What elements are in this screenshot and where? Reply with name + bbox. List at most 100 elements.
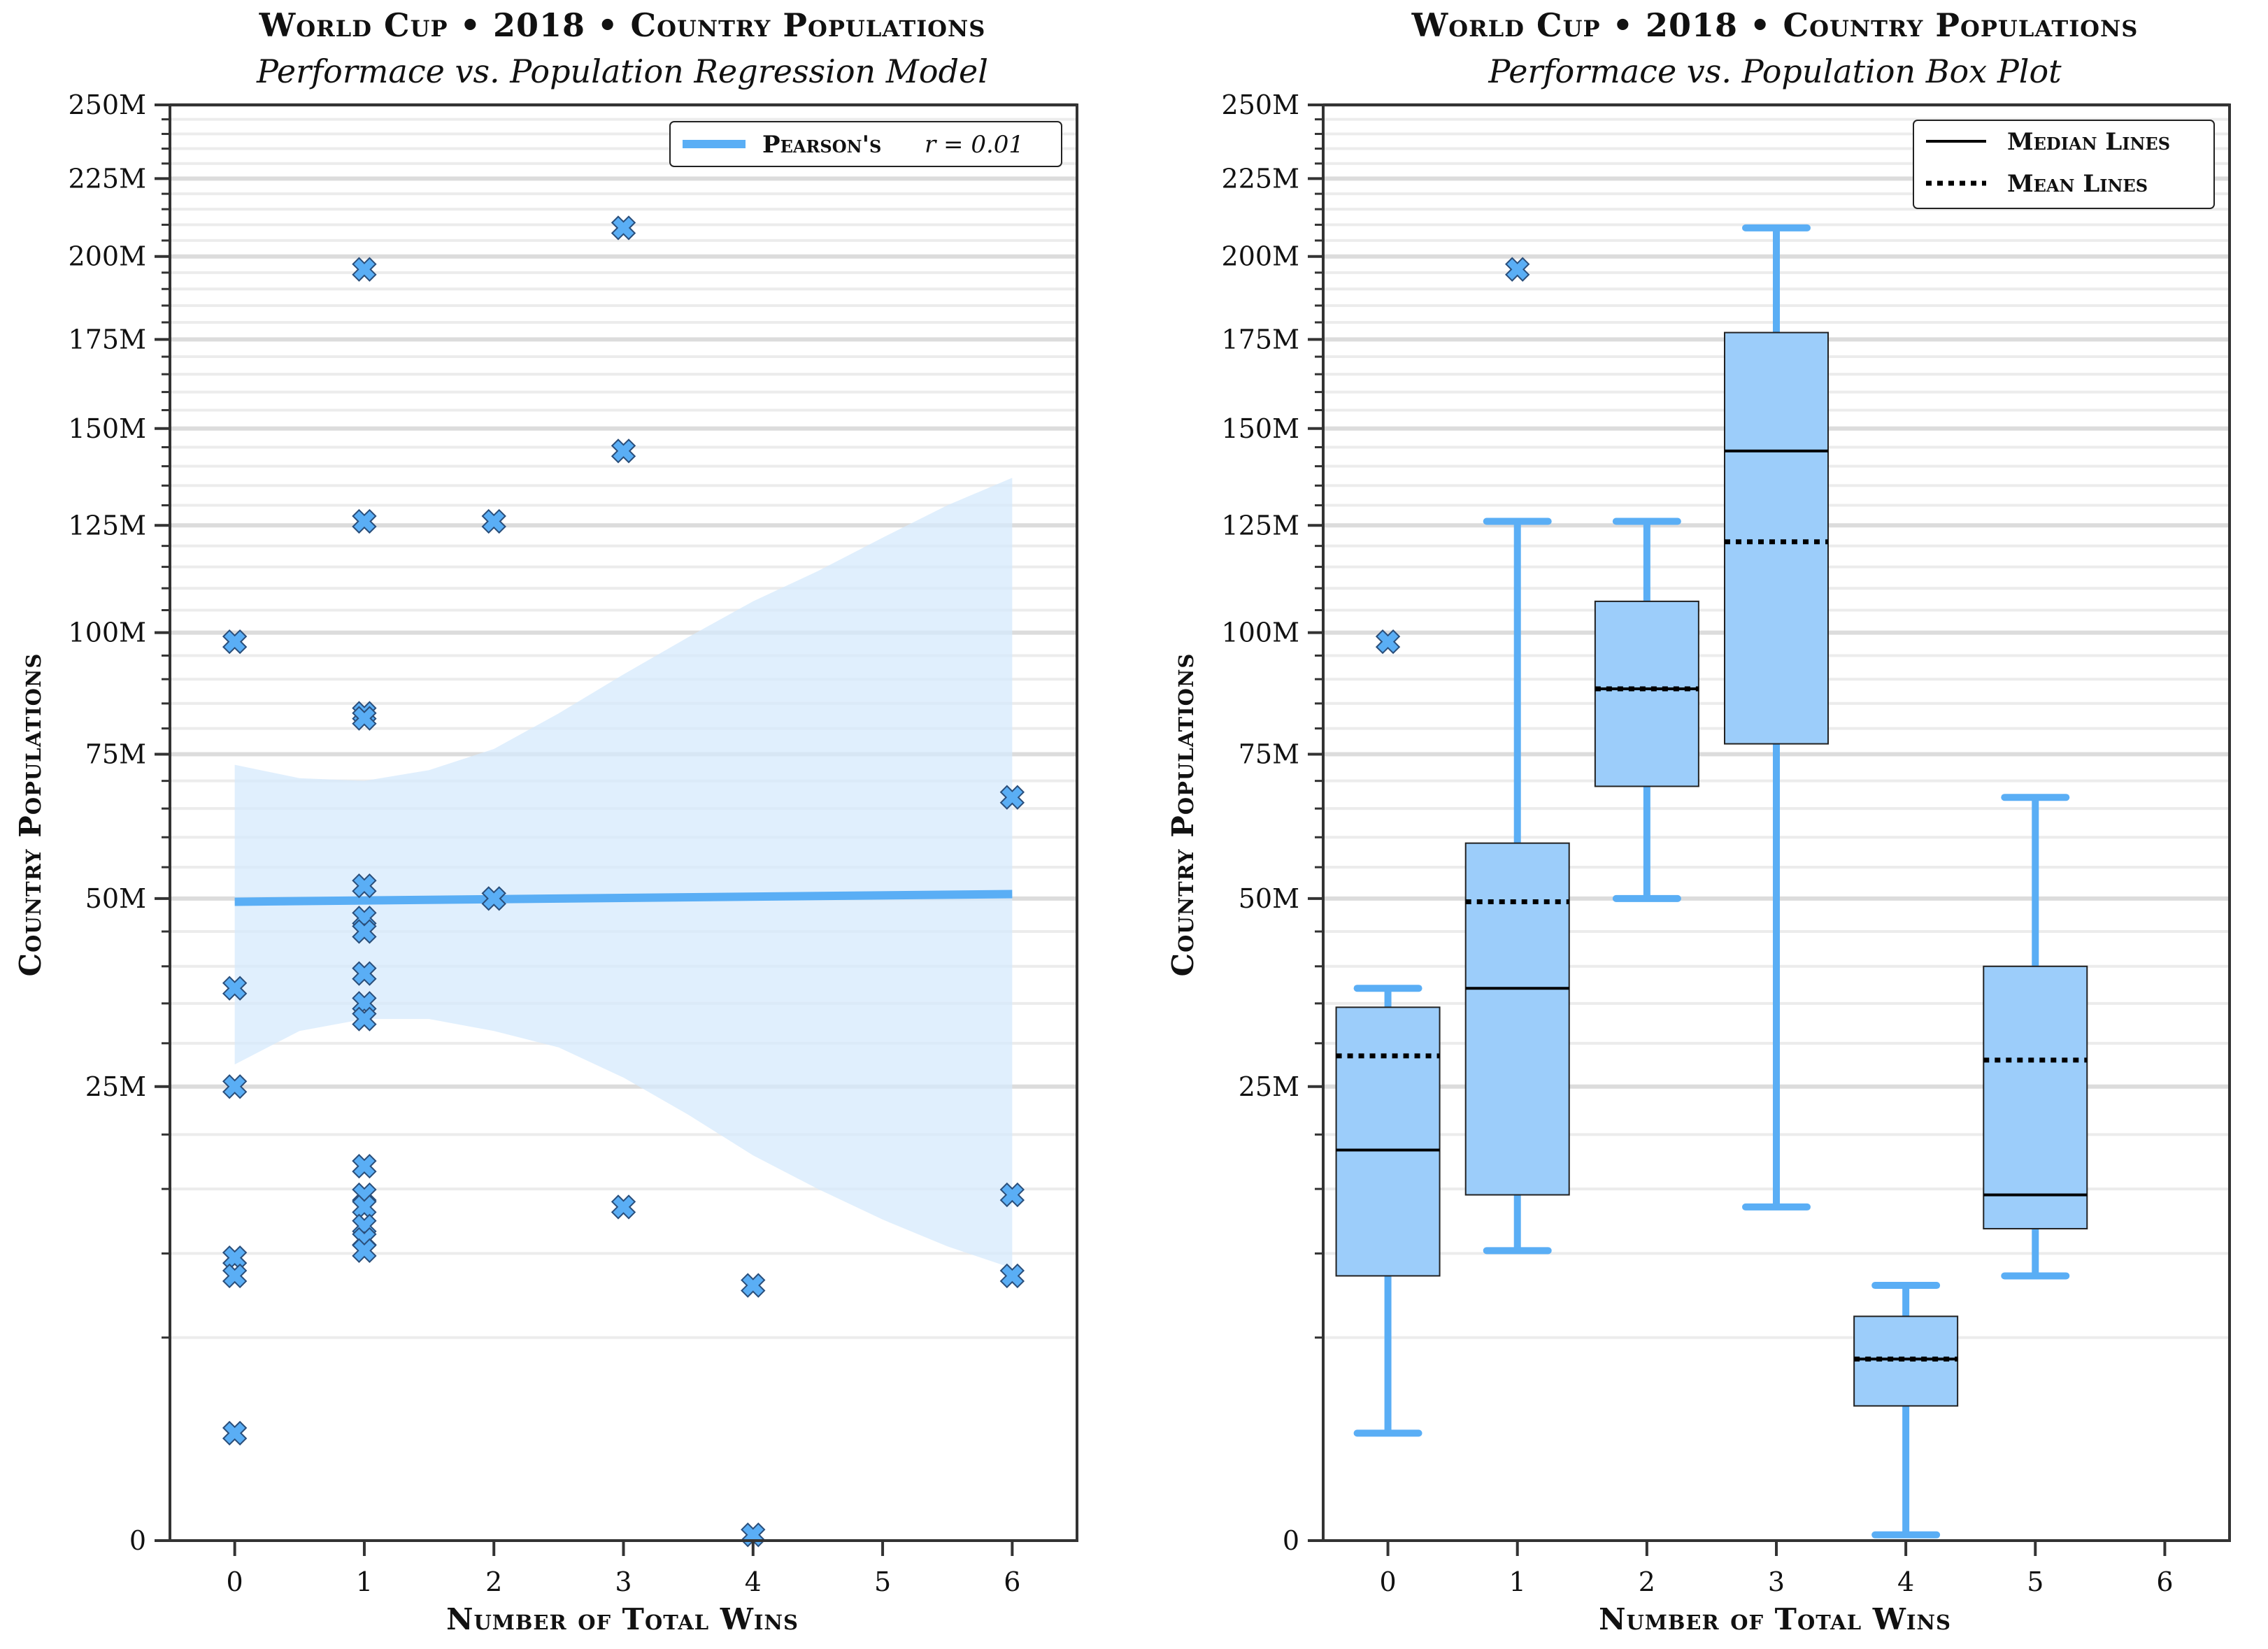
- x-tick-label: 3: [1768, 1566, 1785, 1597]
- box-group-0: [1335, 629, 1441, 1437]
- y-tick-label: 50M: [85, 883, 146, 914]
- scatter-point: [611, 215, 636, 241]
- x-tick-label: 2: [1639, 1566, 1655, 1597]
- scatter-point: [352, 1194, 377, 1220]
- scatter-point: [352, 1153, 377, 1179]
- scatter-point: [999, 1182, 1025, 1208]
- y-tick-label: 225M: [69, 163, 146, 194]
- scatter-point: [222, 1420, 248, 1446]
- scatter-point: [352, 919, 377, 944]
- y-tick-label: 50M: [1239, 883, 1299, 914]
- x-tick-label: 4: [745, 1566, 762, 1597]
- y-tick-label: 225M: [1222, 163, 1299, 194]
- scatter-point: [222, 629, 248, 655]
- box-iqr: [1464, 842, 1570, 1196]
- right-legend: Median Lines Mean Lines: [1913, 120, 2215, 209]
- y-tick-label: 25M: [85, 1071, 146, 1102]
- y-tick-label: 25M: [1239, 1071, 1299, 1102]
- scatter-point: [352, 257, 377, 282]
- x-tick-label: 0: [227, 1566, 243, 1597]
- median-legend-label: Median Lines: [2007, 128, 2170, 156]
- x-tick-label: 5: [2027, 1566, 2044, 1597]
- scatter-point: [352, 1238, 377, 1263]
- y-tick-label: 125M: [1222, 510, 1299, 541]
- outlier-point: [1505, 257, 1530, 282]
- y-tick-label: 100M: [69, 618, 146, 648]
- scatter-point: [611, 438, 636, 464]
- regression-line: [234, 890, 1013, 906]
- scatter-point: [352, 961, 377, 986]
- left-confidence-band: [234, 478, 1013, 1269]
- x-tick-label: 2: [485, 1566, 502, 1597]
- x-tick-label: 5: [874, 1566, 891, 1597]
- right-legend-box: [1913, 120, 2215, 209]
- outlier-point: [1375, 629, 1401, 655]
- y-tick-label: 0: [129, 1525, 146, 1556]
- box-group-2: [1594, 517, 1699, 902]
- boxplot-panel: World Cup • 2018 • Country Populations P…: [1166, 6, 2231, 1636]
- y-tick-label: 125M: [69, 510, 146, 541]
- x-tick-label: 1: [1509, 1566, 1526, 1597]
- y-tick-label: 175M: [1222, 324, 1299, 355]
- scatter-point: [481, 508, 506, 534]
- left-chart-subtitle: Performace vs. Population Regression Mod…: [256, 52, 988, 90]
- scatter-point: [222, 1263, 248, 1289]
- regression-panel: World Cup • 2018 • Country Populations P…: [13, 6, 1078, 1636]
- y-tick-label: 150M: [69, 413, 146, 444]
- left-legend-label: Pearson's: [762, 131, 881, 159]
- y-tick-label: 75M: [85, 739, 146, 770]
- scatter-point: [352, 1006, 377, 1031]
- scatter-point: [999, 1263, 1025, 1289]
- confidence-band: [234, 478, 1013, 1269]
- left-legend-stat: r = 0.01: [925, 131, 1024, 159]
- right-chart-subtitle: Performace vs. Population Box Plot: [1488, 52, 2062, 90]
- y-tick-label: 0: [1283, 1525, 1299, 1556]
- y-tick-label: 100M: [1222, 618, 1299, 648]
- left-chart-title: World Cup • 2018 • Country Populations: [259, 6, 986, 44]
- scatter-point: [741, 1273, 766, 1298]
- box-iqr: [1724, 331, 1829, 745]
- right-y-axis-label: Country Populations: [1166, 653, 1200, 977]
- x-tick-label: 6: [1004, 1566, 1020, 1597]
- left-ticks: 0 25M 50M 75M 100M 125M 150M 175M 200M 225M 250M 0 1…: [69, 90, 1021, 1597]
- box-group-4: [1853, 1282, 1959, 1539]
- right-data-marks: [1335, 224, 2088, 1539]
- y-tick-label: 200M: [1222, 241, 1299, 272]
- x-tick-label: 6: [2156, 1566, 2173, 1597]
- left-legend: Pearson's r = 0.01: [669, 121, 1062, 167]
- scatter-point: [999, 785, 1025, 810]
- right-x-axis-label: Number of Total Wins: [1599, 1602, 1951, 1636]
- left-y-axis-label: Country Populations: [13, 653, 48, 977]
- scatter-point: [352, 873, 377, 899]
- box-iqr: [1983, 965, 2088, 1229]
- x-tick-label: 0: [1379, 1566, 1396, 1597]
- box-group-5: [1983, 794, 2088, 1280]
- box-group-3: [1724, 224, 1829, 1211]
- y-tick-label: 175M: [69, 324, 146, 355]
- left-legend-box: [669, 121, 1062, 167]
- y-tick-label: 75M: [1239, 739, 1299, 770]
- right-ticks: 0 25M 50M 75M 100M 125M 150M 175M 200M 225M 250M 0 1…: [1222, 90, 2174, 1597]
- x-tick-label: 4: [1897, 1566, 1914, 1597]
- right-chart-title: World Cup • 2018 • Country Populations: [1411, 6, 2139, 44]
- box-group-1: [1464, 257, 1570, 1255]
- mean-legend-label: Mean Lines: [2007, 170, 2148, 198]
- scatter-point: [352, 508, 377, 534]
- y-tick-label: 250M: [69, 90, 146, 120]
- x-tick-label: 3: [615, 1566, 632, 1597]
- scatter-point: [481, 886, 506, 911]
- x-tick-label: 1: [356, 1566, 373, 1597]
- y-tick-label: 200M: [69, 241, 146, 272]
- box-iqr: [1335, 1006, 1441, 1277]
- y-tick-label: 250M: [1222, 90, 1299, 120]
- scatter-point: [222, 976, 248, 1001]
- left-x-axis-label: Number of Total Wins: [446, 1602, 799, 1636]
- scatter-point: [352, 706, 377, 731]
- scatter-point: [222, 1245, 248, 1271]
- y-tick-label: 150M: [1222, 413, 1299, 444]
- scatter-point: [611, 1194, 636, 1220]
- scatter-point: [222, 1074, 248, 1099]
- box-iqr: [1594, 600, 1699, 787]
